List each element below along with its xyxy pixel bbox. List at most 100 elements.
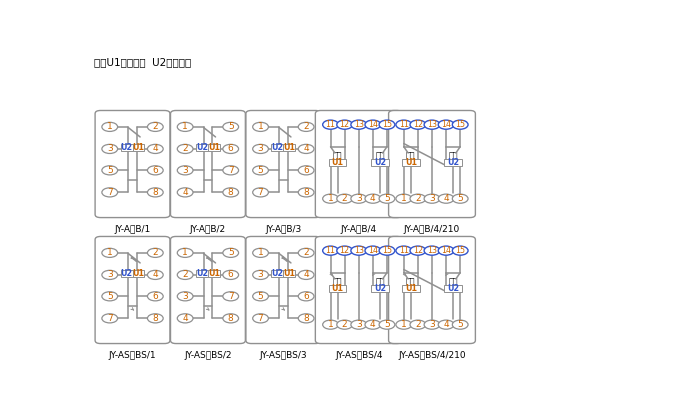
Text: U2: U2 <box>374 158 386 167</box>
Circle shape <box>396 320 412 329</box>
Circle shape <box>223 270 239 279</box>
Circle shape <box>424 246 440 255</box>
Text: 5: 5 <box>228 122 234 131</box>
Text: 12: 12 <box>340 246 350 255</box>
Circle shape <box>379 320 395 329</box>
Circle shape <box>351 320 367 329</box>
Circle shape <box>323 320 338 329</box>
Circle shape <box>148 248 163 257</box>
Text: 15: 15 <box>382 120 392 129</box>
Text: JY-A，B/4/210: JY-A，B/4/210 <box>404 225 460 234</box>
Text: 4: 4 <box>303 144 309 153</box>
Circle shape <box>351 120 367 129</box>
Circle shape <box>379 194 395 203</box>
Text: 3: 3 <box>182 292 188 301</box>
FancyBboxPatch shape <box>444 159 462 166</box>
Circle shape <box>452 194 468 203</box>
Text: 1: 1 <box>401 320 407 329</box>
Text: JY-A，B/2: JY-A，B/2 <box>190 225 226 234</box>
Text: 电源: 电源 <box>406 278 416 287</box>
Text: 2: 2 <box>182 144 188 153</box>
Circle shape <box>102 188 118 197</box>
Text: 15: 15 <box>455 246 466 255</box>
Text: U1: U1 <box>284 143 295 152</box>
Circle shape <box>102 248 118 257</box>
Text: U1: U1 <box>132 143 144 152</box>
Text: 6: 6 <box>303 292 309 301</box>
Circle shape <box>102 314 118 323</box>
Circle shape <box>438 120 454 129</box>
Text: U1: U1 <box>208 269 220 278</box>
Text: 4: 4 <box>370 320 376 329</box>
FancyBboxPatch shape <box>196 270 208 277</box>
Circle shape <box>177 314 193 323</box>
Circle shape <box>396 194 412 203</box>
Text: JY-AS，BS/1: JY-AS，BS/1 <box>108 351 156 360</box>
Text: 7: 7 <box>107 314 113 323</box>
Circle shape <box>410 246 426 255</box>
Circle shape <box>298 188 314 197</box>
Text: 11: 11 <box>399 246 409 255</box>
Text: 12: 12 <box>340 120 350 129</box>
Text: 13: 13 <box>427 246 437 255</box>
Circle shape <box>177 270 193 279</box>
Text: 3: 3 <box>258 144 263 153</box>
Text: 3: 3 <box>429 320 435 329</box>
Text: 7: 7 <box>107 188 113 197</box>
Text: 4: 4 <box>443 320 449 329</box>
Text: 2: 2 <box>182 270 188 279</box>
Text: JY-A，B/1: JY-A，B/1 <box>114 225 150 234</box>
Circle shape <box>223 314 239 323</box>
Circle shape <box>223 248 239 257</box>
Circle shape <box>253 248 268 257</box>
Text: 5: 5 <box>384 194 390 203</box>
Circle shape <box>253 122 268 131</box>
Text: 7: 7 <box>228 292 234 301</box>
Text: 1: 1 <box>258 122 263 131</box>
Text: 3: 3 <box>356 194 362 203</box>
Circle shape <box>253 292 268 301</box>
Text: 12: 12 <box>413 120 423 129</box>
Text: U2: U2 <box>447 284 459 293</box>
Text: JY-AS，BS/2: JY-AS，BS/2 <box>184 351 232 360</box>
Circle shape <box>337 246 353 255</box>
FancyBboxPatch shape <box>196 144 208 151</box>
Circle shape <box>323 120 338 129</box>
Text: 11: 11 <box>399 120 409 129</box>
Text: U1: U1 <box>332 284 344 293</box>
Circle shape <box>452 120 468 129</box>
Text: 6: 6 <box>153 166 158 175</box>
Circle shape <box>223 292 239 301</box>
Text: 4: 4 <box>182 314 188 323</box>
Circle shape <box>177 144 193 153</box>
Text: U2: U2 <box>120 269 132 278</box>
Text: 5: 5 <box>258 166 263 175</box>
Circle shape <box>424 194 440 203</box>
Text: 2: 2 <box>153 248 158 257</box>
Text: 电源: 电源 <box>332 152 342 161</box>
Circle shape <box>424 320 440 329</box>
Text: 13: 13 <box>427 120 437 129</box>
Circle shape <box>223 122 239 131</box>
FancyBboxPatch shape <box>284 270 295 277</box>
FancyBboxPatch shape <box>329 285 346 292</box>
Text: JY-A，B/4: JY-A，B/4 <box>341 225 377 234</box>
Text: JY-A，B/3: JY-A，B/3 <box>265 225 302 234</box>
Text: U1: U1 <box>132 269 144 278</box>
Text: 2: 2 <box>303 248 309 257</box>
Text: 4: 4 <box>370 194 376 203</box>
Text: 8: 8 <box>153 188 158 197</box>
Text: 15: 15 <box>455 120 466 129</box>
Circle shape <box>102 292 118 301</box>
Circle shape <box>351 194 367 203</box>
Text: 6: 6 <box>228 270 234 279</box>
Circle shape <box>365 194 381 203</box>
Circle shape <box>148 270 163 279</box>
Text: 启动: 启动 <box>449 278 458 287</box>
Text: 8: 8 <box>303 188 309 197</box>
Circle shape <box>298 144 314 153</box>
Circle shape <box>223 188 239 197</box>
Text: 3: 3 <box>107 144 113 153</box>
FancyBboxPatch shape <box>171 110 246 218</box>
Circle shape <box>177 166 193 175</box>
